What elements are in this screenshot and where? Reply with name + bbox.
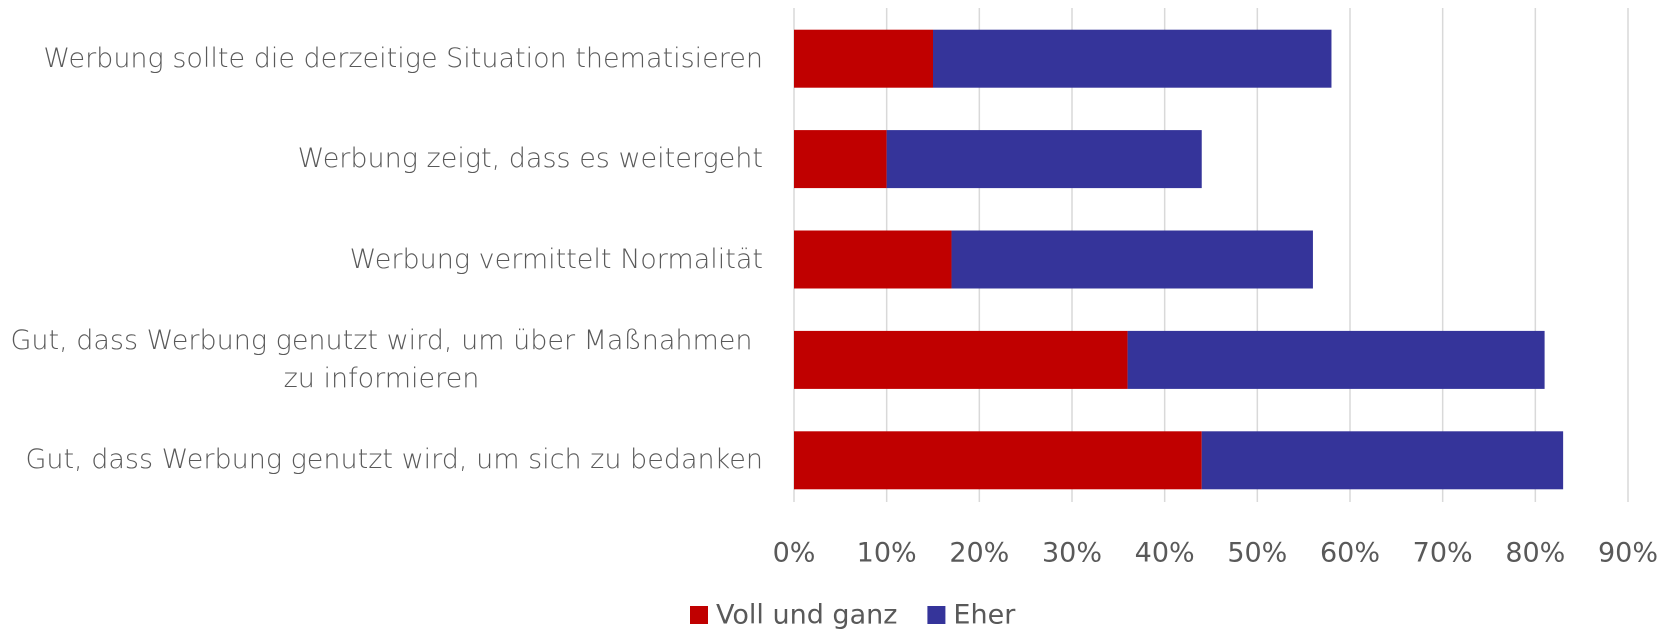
bar xyxy=(1127,330,1545,389)
x-tick-label: 30% xyxy=(1042,538,1102,569)
x-tick-label: 40% xyxy=(1135,538,1195,569)
x-tick-label: 0% xyxy=(773,538,816,569)
legend-label: Eher xyxy=(953,600,1016,631)
x-tick-label: 70% xyxy=(1413,538,1473,569)
bar xyxy=(794,230,952,289)
x-tick-label: 20% xyxy=(949,538,1009,569)
bar xyxy=(1201,431,1564,490)
bar xyxy=(886,130,1202,189)
x-tick-label: 50% xyxy=(1227,538,1287,569)
legend-label: Voll und ganz xyxy=(716,600,897,631)
x-tick-label: 90% xyxy=(1598,538,1658,569)
category-label: Gut, dass Werbung genutzt wird, um über … xyxy=(10,324,753,394)
bar xyxy=(794,130,887,189)
category-label: Werbung sollte die derzeitige Situation … xyxy=(43,42,763,74)
x-tick-label: 80% xyxy=(1505,538,1565,569)
category-label: Gut, dass Werbung genutzt wird, um sich … xyxy=(25,444,763,476)
x-tick-label: 60% xyxy=(1320,538,1380,569)
legend-swatch xyxy=(690,606,708,624)
x-tick-label: 10% xyxy=(857,538,917,569)
bar xyxy=(794,330,1128,389)
bar xyxy=(933,29,1332,88)
bar xyxy=(794,431,1202,490)
category-label: Werbung zeigt, dass es weitergeht xyxy=(297,143,763,175)
category-label: Werbung vermittelt Normalität xyxy=(349,243,763,275)
legend-swatch xyxy=(927,606,946,624)
bar xyxy=(951,230,1313,289)
bar xyxy=(794,29,933,88)
